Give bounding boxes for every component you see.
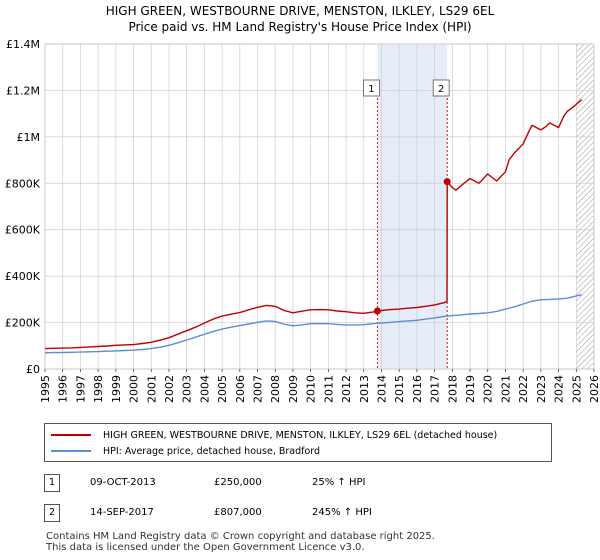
y-tick-label: £600K: [5, 224, 41, 237]
x-tick-label: 1999: [110, 375, 123, 403]
x-tick-label: 2001: [145, 375, 158, 403]
sale-marker-label: 1: [368, 84, 374, 95]
x-tick-label: 2011: [322, 375, 335, 403]
sale-date: 14-SEP-2017: [90, 507, 154, 518]
x-tick-label: 2004: [198, 375, 211, 403]
footer-line-copyright: Contains HM Land Registry data © Crown c…: [46, 531, 435, 542]
x-tick-label: 2024: [553, 375, 566, 403]
footer-attribution: Contains HM Land Registry data © Crown c…: [46, 531, 435, 553]
x-tick-label: 2012: [340, 375, 353, 403]
x-tick-label: 2010: [305, 375, 318, 403]
x-tick-label: 1996: [57, 375, 70, 403]
sale-price: £250,000: [214, 477, 262, 488]
x-tick-label: 2007: [252, 375, 265, 403]
sale-marker-label: 2: [438, 84, 444, 95]
x-tick-label: 1995: [39, 375, 52, 403]
x-tick-label: 1998: [92, 375, 105, 403]
x-tick-label: 2022: [517, 375, 530, 403]
sale-date: 09-OCT-2013: [90, 477, 156, 488]
legend-label-hpi: HPI: Average price, detached house, Brad…: [103, 445, 321, 457]
x-tick-label: 2016: [411, 375, 424, 403]
sale-marker-box: [432, 79, 450, 97]
sale-point: [443, 178, 451, 186]
chart-title: HIGH GREEN, WESTBOURNE DRIVE, MENSTON, I…: [105, 4, 495, 18]
sale-hpi-change: 25% ↑ HPI: [312, 477, 366, 488]
y-tick-label: £1.2M: [6, 84, 40, 97]
sale-number-badge: 2: [44, 504, 60, 522]
plot-area: [44, 43, 595, 370]
sale-price: £807,000: [214, 507, 262, 518]
legend-label-property: HIGH GREEN, WESTBOURNE DRIVE, MENSTON, I…: [103, 429, 498, 441]
x-tick-label: 2014: [375, 375, 388, 403]
chart-legend: HIGH GREEN, WESTBOURNE DRIVE, MENSTON, I…: [44, 423, 552, 462]
legend-item-hpi: HPI: Average price, detached house, Brad…: [51, 444, 320, 458]
x-tick-label: 2019: [464, 375, 477, 403]
y-tick-label: £200K: [5, 317, 41, 330]
legend-item-property: HIGH GREEN, WESTBOURNE DRIVE, MENSTON, I…: [51, 428, 497, 442]
sale-point: [373, 307, 381, 315]
legend-line-hpi: [51, 450, 91, 452]
x-tick-label: 2002: [163, 375, 176, 403]
x-tick-label: 2005: [216, 375, 229, 403]
x-tick-label: 1997: [74, 375, 87, 403]
x-tick-label: 2009: [287, 375, 300, 403]
price-chart: £0 £200K £400K £600K £800K £1M £1.2M £1.4M 1995…: [5, 38, 600, 403]
sale-marker-box: [363, 79, 380, 97]
sale-number-badge: 1: [44, 474, 60, 492]
x-tick-label: 2006: [234, 375, 247, 403]
x-tick-label: 2023: [535, 375, 548, 403]
x-tick-label: 2003: [181, 375, 194, 403]
x-tick-label: 2015: [393, 375, 406, 403]
x-tick-label: 2025: [570, 375, 583, 403]
sale-period-highlight: [377, 44, 448, 369]
y-tick-label: £800K: [5, 177, 41, 190]
x-tick-label: 2017: [429, 375, 442, 403]
chart-subtitle: Price paid vs. HM Land Registry's House …: [128, 20, 472, 34]
y-tick-label: £0: [26, 363, 40, 376]
x-tick-label: 2020: [482, 375, 495, 403]
x-tick-label: 2013: [358, 375, 371, 403]
x-tick-label: 2000: [128, 375, 141, 403]
y-tick-label: £1M: [17, 131, 41, 144]
sale-hpi-change: 245% ↑ HPI: [312, 507, 372, 518]
hpi-series-line: [44, 99, 583, 350]
x-tick-label: 2021: [499, 375, 512, 403]
y-tick-label: £400K: [5, 270, 41, 283]
legend-line-property: [51, 434, 91, 436]
forecast-hatch: [576, 44, 594, 369]
property-price-line: [44, 294, 582, 354]
x-tick-label: 2026: [588, 375, 600, 403]
y-tick-label: £1.4M: [6, 38, 40, 51]
x-tick-label: 2018: [446, 375, 459, 403]
footer-line-licence: This data is licensed under the Open Gov…: [46, 542, 365, 553]
x-tick-label: 2008: [269, 375, 282, 403]
